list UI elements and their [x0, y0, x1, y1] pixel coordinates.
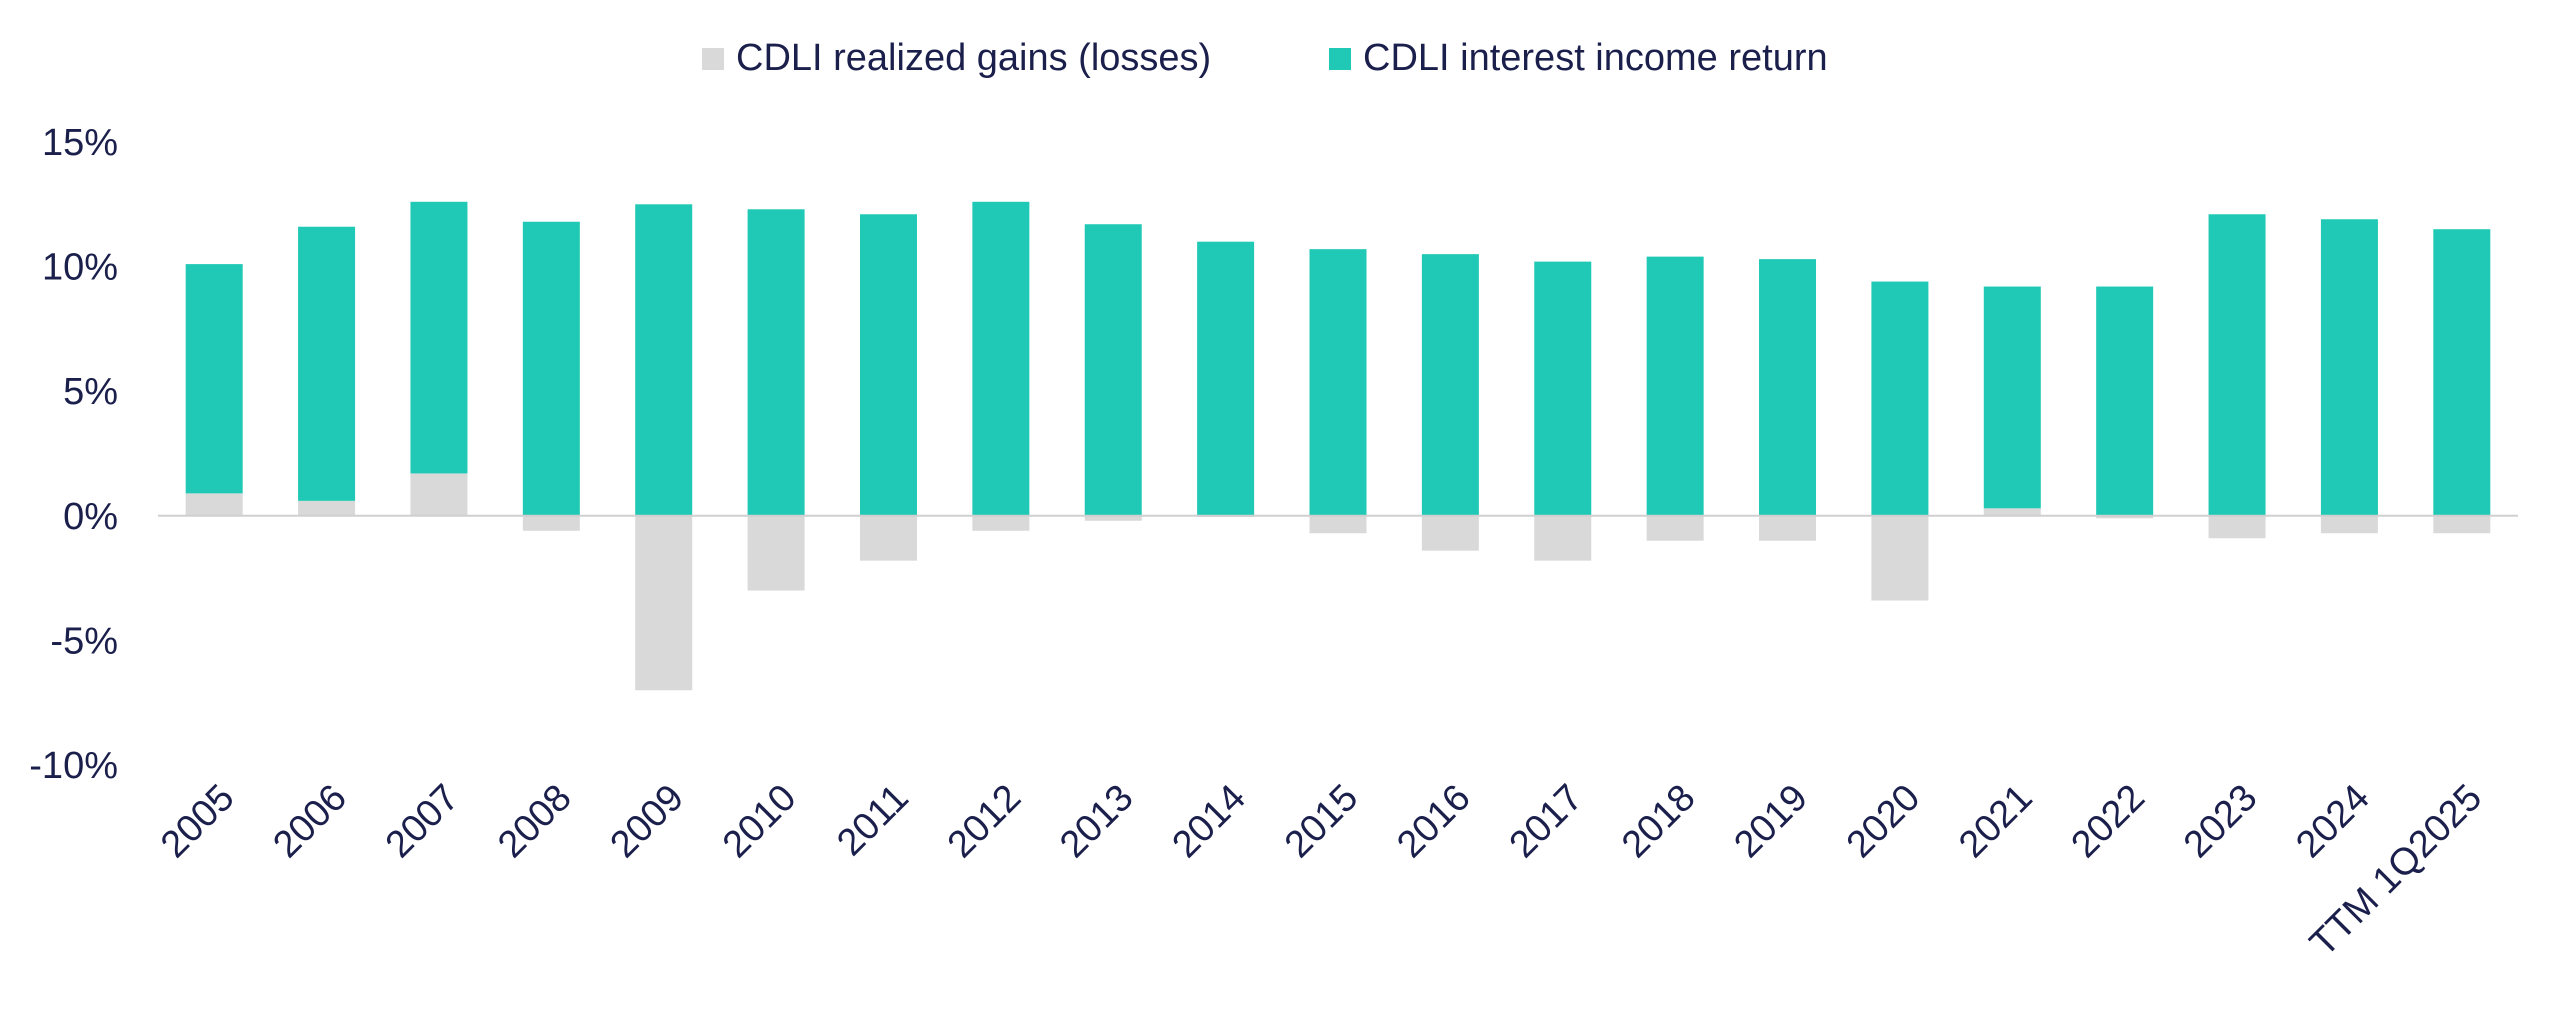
- bar-interest-income-2014: [1197, 241, 1255, 516]
- bar-interest-income-2023: [2208, 214, 2266, 516]
- bar-interest-income-2018: [1646, 256, 1704, 516]
- x-tick-label: 2013: [1052, 777, 1141, 866]
- bar-realized-gains-ttm-1q2025: [2433, 515, 2491, 534]
- legend-label-2: CDLI interest income return: [1363, 37, 1828, 79]
- bar-interest-income-2012: [972, 201, 1030, 516]
- y-tick-label: 0%: [63, 496, 118, 538]
- bar-realized-gains-2016: [1421, 515, 1479, 551]
- bar-interest-income-2022: [2096, 286, 2154, 516]
- bar-realized-gains-2021: [1983, 508, 2041, 516]
- x-tick-label: 2021: [1951, 777, 2040, 866]
- y-axis: 15% 10% 5% 0% -5% -10%: [29, 122, 118, 787]
- legend-swatch-1: [702, 48, 724, 70]
- bar-interest-income-2021: [1983, 286, 2041, 509]
- bar-interest-income-2007: [410, 201, 468, 474]
- chart-legend: CDLI realized gains (losses) CDLI interes…: [702, 37, 1828, 79]
- legend-swatch-2: [1329, 48, 1351, 70]
- y-tick-label: 10%: [42, 247, 118, 289]
- legend-label-1: CDLI realized gains (losses): [736, 37, 1211, 79]
- bar-realized-gains-2015: [1309, 515, 1367, 534]
- x-tick-label: 2015: [1277, 777, 1366, 866]
- bars-group: [185, 201, 2491, 691]
- x-tick-label: 2006: [265, 777, 354, 866]
- bar-realized-gains-2008: [522, 515, 580, 531]
- x-tick-label: 2005: [153, 777, 242, 866]
- bar-interest-income-2015: [1309, 249, 1367, 516]
- x-tick-label: 2017: [1502, 777, 1591, 866]
- bar-interest-income-2024: [2320, 219, 2378, 516]
- y-tick-label: -10%: [29, 745, 118, 787]
- bar-interest-income-2010: [747, 209, 805, 516]
- x-tick-label: 2011: [829, 777, 916, 864]
- bar-realized-gains-2007: [410, 473, 468, 516]
- bar-interest-income-2009: [635, 204, 693, 516]
- bar-interest-income-ttm-1q2025: [2433, 229, 2491, 516]
- bar-realized-gains-2019: [1759, 515, 1817, 541]
- bar-interest-income-2011: [859, 214, 917, 516]
- bar-interest-income-2005: [185, 264, 243, 494]
- x-tick-label: 2012: [940, 777, 1029, 866]
- x-tick-label: 2018: [1614, 777, 1703, 866]
- x-tick-label: 2009: [603, 777, 692, 866]
- y-tick-label: 15%: [42, 122, 118, 164]
- x-tick-label: 2007: [378, 777, 467, 866]
- x-tick-label: 2010: [715, 777, 804, 866]
- bar-realized-gains-2013: [1084, 515, 1142, 521]
- bar-realized-gains-2009: [635, 515, 693, 691]
- bar-interest-income-2006: [298, 226, 356, 501]
- x-tick-label: 2014: [1165, 777, 1254, 866]
- bar-interest-income-2016: [1421, 254, 1479, 516]
- bar-realized-gains-2011: [859, 515, 917, 561]
- y-tick-label: 5%: [63, 371, 118, 413]
- x-tick-label: 2024: [2288, 777, 2377, 866]
- y-tick-label: -5%: [50, 620, 118, 662]
- bar-realized-gains-2023: [2208, 515, 2266, 539]
- bar-realized-gains-2012: [972, 515, 1030, 531]
- bar-realized-gains-2010: [747, 515, 805, 591]
- bar-realized-gains-2022: [2096, 515, 2154, 519]
- bar-realized-gains-2017: [1534, 515, 1592, 561]
- x-tick-label: 2020: [1839, 777, 1928, 866]
- bar-realized-gains-2006: [298, 500, 356, 516]
- bar-realized-gains-2024: [2320, 515, 2378, 534]
- x-tick-label: 2019: [1726, 777, 1815, 866]
- x-tick-label: 2008: [490, 777, 579, 866]
- bar-interest-income-2020: [1871, 281, 1929, 516]
- bar-interest-income-2013: [1084, 224, 1142, 516]
- bar-realized-gains-2005: [185, 493, 243, 516]
- bar-interest-income-2017: [1534, 261, 1592, 516]
- x-tick-label: 2022: [2064, 777, 2153, 866]
- bar-realized-gains-2020: [1871, 515, 1929, 601]
- x-tick-label: 2023: [2176, 777, 2265, 866]
- bar-realized-gains-2018: [1646, 515, 1704, 541]
- bar-interest-income-2019: [1759, 259, 1817, 516]
- bar-interest-income-2008: [522, 221, 580, 516]
- x-axis: 2005 2006 2007 2008 2009 2010 2011 2012 2013 2014…: [153, 777, 2490, 965]
- x-tick-label: 2016: [1389, 777, 1478, 866]
